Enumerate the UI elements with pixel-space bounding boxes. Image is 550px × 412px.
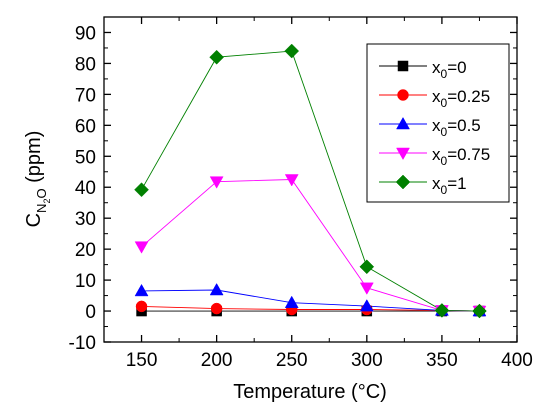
y-tick-label: 50 bbox=[75, 147, 96, 168]
legend-label: x0=1 bbox=[432, 174, 467, 197]
data-point-series-2 bbox=[134, 283, 149, 297]
y-tick-label: 0 bbox=[85, 302, 96, 323]
x-axis: 150 200 250 300 350 400 bbox=[126, 17, 533, 371]
y-tick-label: 20 bbox=[75, 240, 96, 261]
plot-frame bbox=[103, 16, 518, 343]
legend-marker bbox=[397, 89, 409, 101]
y-axis-title: CN2O (ppm) bbox=[23, 131, 52, 228]
y-axis-title-unit: (ppm) bbox=[23, 131, 45, 189]
data-point-series-4 bbox=[472, 303, 487, 319]
legend-label: x0=0.5 bbox=[432, 116, 481, 139]
x-tick-label: 300 bbox=[351, 350, 383, 371]
y-tick-label: 70 bbox=[75, 85, 96, 106]
y-tick-label: 40 bbox=[75, 178, 96, 199]
data-point-series-3 bbox=[359, 282, 374, 295]
legend-marker bbox=[396, 147, 410, 161]
y-axis-title-sub: N bbox=[34, 204, 49, 213]
y-tick-label: 80 bbox=[75, 54, 96, 75]
y-tick-label: 30 bbox=[75, 209, 96, 230]
y-tick-label: 90 bbox=[75, 23, 96, 44]
legend: x0=0 x0=0.25 x0=0.5 x0=0.75 x0=1 bbox=[366, 43, 510, 203]
y-axis-title-subsub: 2 bbox=[42, 199, 52, 204]
x-axis-title: Temperature (°C) bbox=[233, 381, 387, 403]
x-tick-label: 150 bbox=[126, 350, 158, 371]
legend-label: x0=0.75 bbox=[432, 145, 490, 168]
x-tick-label: 400 bbox=[501, 350, 533, 371]
legend-label: x0=0.25 bbox=[432, 87, 490, 110]
data-point-series-2 bbox=[209, 282, 224, 296]
data-point-series-4 bbox=[134, 182, 149, 198]
legend-box bbox=[366, 43, 510, 203]
x-tick-label: 350 bbox=[426, 350, 458, 371]
series-line-1 bbox=[141, 305, 480, 312]
y-axis-title-tail: O bbox=[34, 188, 49, 198]
y-tick-label: 60 bbox=[75, 116, 96, 137]
data-point-series-1 bbox=[135, 300, 148, 313]
data-point-series-4 bbox=[284, 43, 300, 59]
legend-marker bbox=[396, 116, 410, 130]
data-point-series-4 bbox=[434, 303, 450, 318]
data-point-series-2 bbox=[359, 299, 374, 312]
y-tick-label: -10 bbox=[69, 333, 96, 354]
data-point-series-3 bbox=[209, 176, 224, 189]
x-tick-label: 250 bbox=[276, 350, 308, 371]
x-tick-label: 200 bbox=[201, 350, 233, 371]
legend-marker bbox=[395, 174, 411, 190]
series-markers bbox=[134, 43, 487, 319]
data-point-series-1 bbox=[210, 302, 223, 315]
y-tick-label: 10 bbox=[75, 271, 96, 292]
y-axis: -10 0 10 20 30 40 50 60 70 80 90 bbox=[69, 23, 517, 354]
data-point-series-3 bbox=[134, 241, 149, 254]
data-point-series-4 bbox=[209, 49, 224, 65]
y-axis-title-main: C bbox=[23, 213, 45, 227]
legend-label: x0=0 bbox=[432, 58, 467, 81]
data-point-series-2 bbox=[284, 295, 299, 308]
data-point-series-3 bbox=[284, 174, 299, 187]
legend-marker bbox=[397, 60, 409, 72]
data-point-series-4 bbox=[359, 259, 375, 275]
